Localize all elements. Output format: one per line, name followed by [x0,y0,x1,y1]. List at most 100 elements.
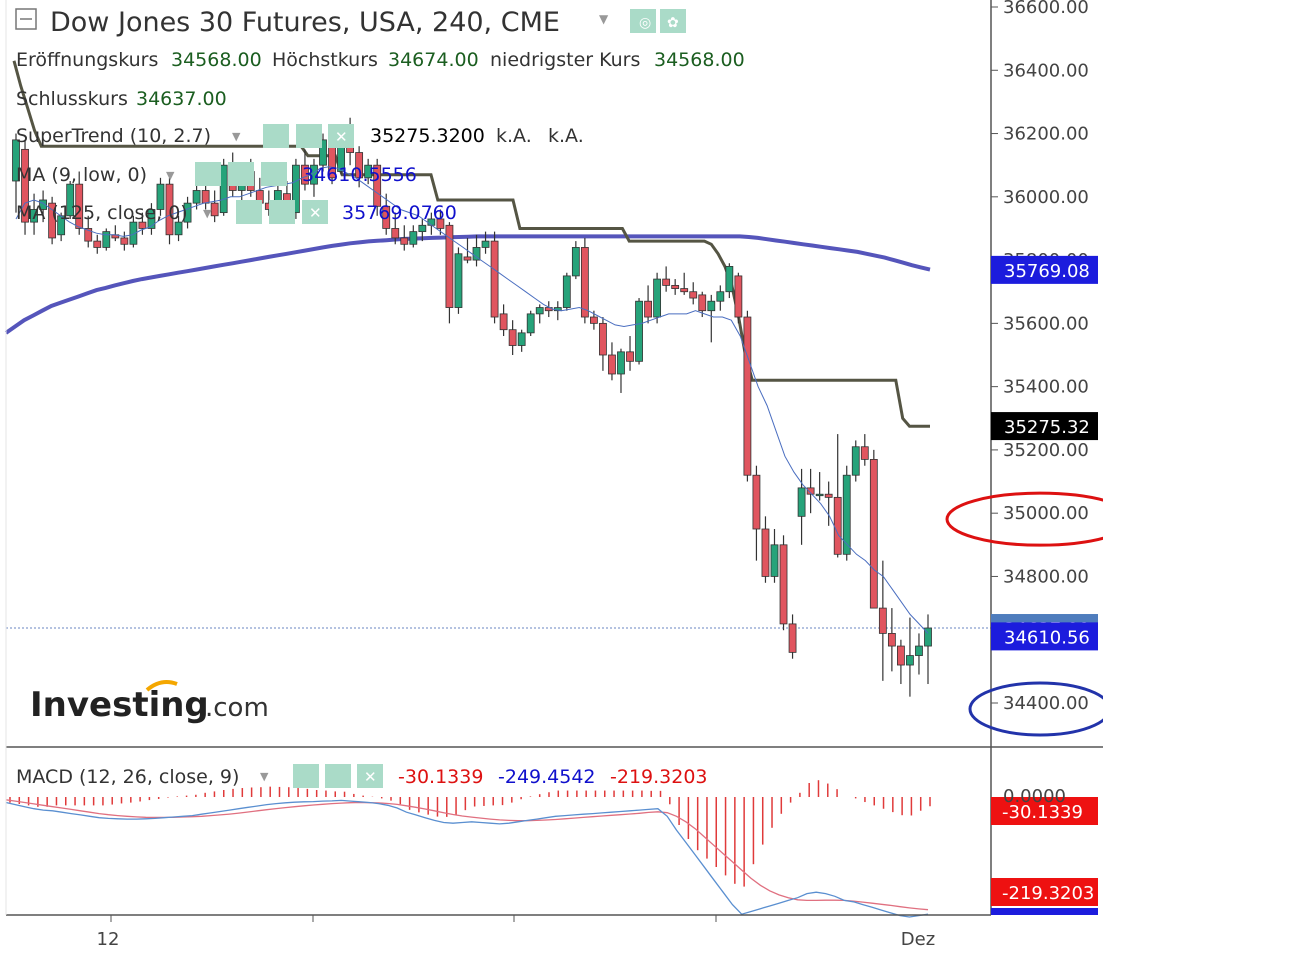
candle-body [915,645,923,656]
candle-body [897,645,905,666]
supertrend-close-icon[interactable] [328,124,354,148]
macd-value-1: -30.1339 [398,766,483,788]
candle [418,218,427,242]
ma125-eye-icon[interactable] [236,200,262,224]
candle [869,449,878,609]
macd-tag-label: -219.3203 [1002,883,1094,904]
candle [906,617,914,697]
title-eye-icon[interactable] [630,9,656,33]
ma9-line [15,166,929,634]
open-label: Eröffnungskurs [16,49,158,71]
supertrend-settings-icon[interactable] [296,124,322,148]
svg-text:✕: ✕ [309,204,322,222]
candle [219,158,228,216]
candle [39,190,47,223]
price-tag-label: 35275.32 [1004,417,1090,438]
price-tag-labels: 35769.0835275.3234637.0034610.56-30.1339… [991,255,1098,915]
macd-settings-icon[interactable] [325,764,351,788]
candle-body [797,487,806,517]
x-axis: 12 Dez [97,915,935,950]
candle [635,298,643,365]
macd-line [5,799,929,918]
candle [752,465,761,561]
supertrend-eye-icon[interactable] [263,124,289,148]
logo-brand: Investing [30,685,209,725]
macd-plot-area[interactable] [5,780,931,918]
candle-body [84,228,93,242]
macd-dropdown-icon[interactable]: ▼ [260,770,269,783]
candle-body [102,231,111,248]
candle-body [292,164,300,214]
candle-body [644,300,652,318]
candle [806,468,815,514]
macd-eye-icon[interactable] [293,764,319,788]
candle-body [535,307,544,315]
candle [499,304,508,337]
candle-body [93,240,102,248]
macd-axis-tick: 0.0000 [1003,786,1066,807]
chart-title[interactable]: Dow Jones 30 Futures, USA, 240, CME [50,7,560,38]
macd-close-icon[interactable] [357,764,383,788]
candle-body [707,300,716,312]
candle [779,535,788,631]
candle [915,633,923,675]
candle [761,516,770,583]
supertrend-line [12,60,930,428]
candle-body [671,284,680,289]
candle-body [409,231,418,245]
candle-body [761,528,770,577]
ma9-settings-icon[interactable] [228,162,254,186]
title-gear-glyph: ✿ [667,15,679,31]
candle-body [463,256,472,261]
candle-body [400,237,409,245]
supertrend-extra-2: k.A. [548,125,584,147]
svg-text:✕: ✕ [335,128,348,146]
y-tick-label: 34800.00 [1003,566,1089,587]
candle-body [716,291,725,302]
supertrend-value: 35275.3200 [370,125,485,147]
ma125-settings-icon[interactable] [269,200,295,224]
candle [797,468,806,545]
ma9-dropdown-icon[interactable]: ▼ [166,169,175,182]
candle-body [219,164,228,214]
candle-body [481,240,490,248]
macd-tag [991,797,1098,825]
logo-swoosh-icon [145,680,178,692]
ma125-dropdown-icon[interactable]: ▼ [203,207,212,220]
macd-values: -30.1339 -249.4542 -219.3203 [398,766,708,788]
candle-body [454,253,463,308]
candle-body [860,446,869,460]
candle [508,320,517,355]
candle-body [842,474,851,555]
candle [644,285,652,324]
price-tag [991,412,1098,441]
supertrend-values: 35275.3200 k.A. k.A. [370,125,584,147]
candle-body [743,316,752,476]
candle [770,529,779,583]
candle [373,158,382,216]
candle [364,158,373,185]
candle-body [490,240,499,318]
title-dropdown-icon[interactable]: ▼ [599,12,609,26]
price-plot-area[interactable] [4,60,991,697]
candle [860,434,869,466]
candle-body [472,247,481,261]
candle [174,215,183,242]
supertrend-dropdown-icon[interactable]: ▼ [232,130,241,143]
y-tick-label: 35200.00 [1003,440,1089,461]
candle-body [147,209,156,229]
candle [409,225,418,248]
ma9-eye-icon[interactable] [195,162,221,186]
candle-body [734,275,743,318]
candle-body [364,164,373,179]
high-label: Höchstkurs [272,49,378,71]
ma125-close-icon[interactable] [302,200,328,224]
candle [725,263,734,299]
candle [608,342,616,381]
candle-body [156,183,165,210]
candle-body [174,221,183,236]
candle [400,225,409,251]
candle-body [580,247,589,318]
ma9-close-icon[interactable] [261,162,287,186]
title-settings-icon[interactable] [660,9,686,33]
